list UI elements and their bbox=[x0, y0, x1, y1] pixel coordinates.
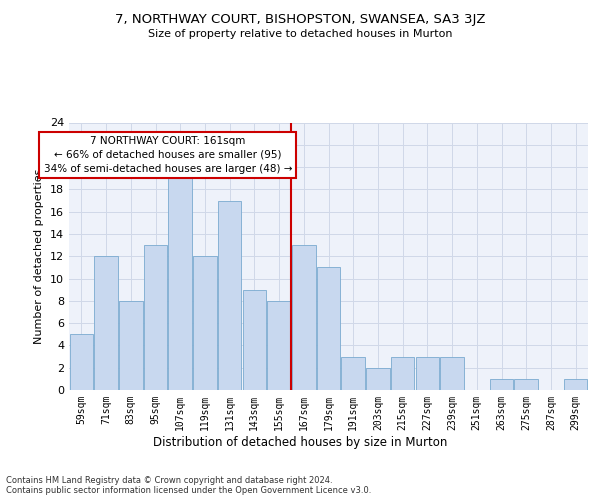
Bar bbox=[440, 356, 464, 390]
Bar bbox=[218, 200, 241, 390]
Bar bbox=[70, 334, 93, 390]
Bar bbox=[366, 368, 389, 390]
Y-axis label: Number of detached properties: Number of detached properties bbox=[34, 168, 44, 344]
Bar bbox=[242, 290, 266, 390]
Bar bbox=[490, 379, 513, 390]
Bar bbox=[268, 301, 291, 390]
Text: Contains HM Land Registry data © Crown copyright and database right 2024.
Contai: Contains HM Land Registry data © Crown c… bbox=[6, 476, 371, 495]
Bar bbox=[564, 379, 587, 390]
Bar bbox=[341, 356, 365, 390]
Text: 7, NORTHWAY COURT, BISHOPSTON, SWANSEA, SA3 3JZ: 7, NORTHWAY COURT, BISHOPSTON, SWANSEA, … bbox=[115, 12, 485, 26]
Text: 7 NORTHWAY COURT: 161sqm
← 66% of detached houses are smaller (95)
34% of semi-d: 7 NORTHWAY COURT: 161sqm ← 66% of detach… bbox=[44, 136, 292, 174]
Bar bbox=[416, 356, 439, 390]
Text: Distribution of detached houses by size in Murton: Distribution of detached houses by size … bbox=[153, 436, 447, 449]
Bar bbox=[391, 356, 415, 390]
Bar bbox=[119, 301, 143, 390]
Text: Size of property relative to detached houses in Murton: Size of property relative to detached ho… bbox=[148, 29, 452, 39]
Bar bbox=[94, 256, 118, 390]
Bar bbox=[169, 178, 192, 390]
Bar bbox=[292, 245, 316, 390]
Bar bbox=[144, 245, 167, 390]
Bar bbox=[317, 268, 340, 390]
Bar bbox=[193, 256, 217, 390]
Bar bbox=[514, 379, 538, 390]
